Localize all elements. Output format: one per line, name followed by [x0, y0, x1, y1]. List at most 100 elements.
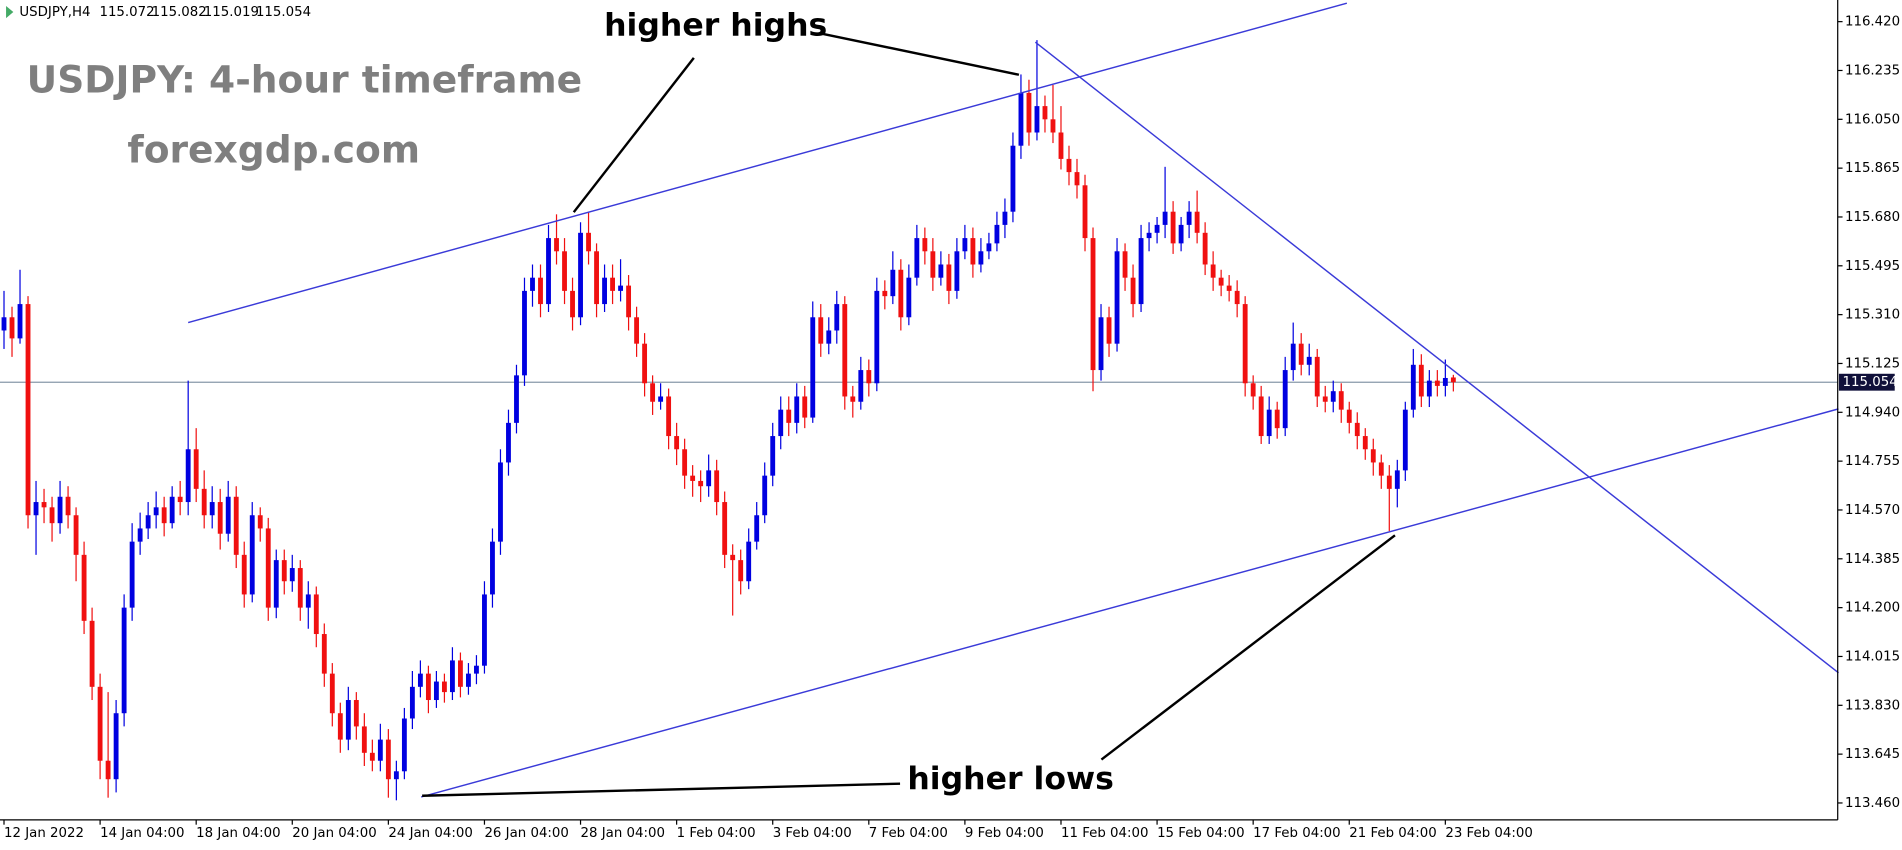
candle-body — [265, 528, 271, 608]
candle-body — [786, 409, 792, 423]
candle-body — [730, 554, 736, 561]
y-tick-label: 113.460 — [1845, 796, 1900, 811]
candle-body — [153, 507, 159, 516]
candle-body — [794, 396, 800, 423]
candle-body — [818, 317, 824, 344]
candle-body — [850, 396, 856, 402]
candle-body — [826, 330, 832, 344]
candle-body — [650, 383, 656, 402]
candle-body — [1258, 396, 1264, 437]
candle-body — [97, 686, 103, 761]
candle-body — [1442, 377, 1448, 386]
candle-body — [802, 396, 808, 418]
candle-body — [329, 673, 335, 714]
candle-body — [225, 496, 231, 534]
candle-body — [602, 277, 607, 305]
candle-body — [978, 251, 984, 265]
candle-body — [41, 502, 47, 508]
candle-body — [642, 343, 648, 384]
candle-body — [137, 528, 143, 542]
candle-body — [1362, 436, 1368, 450]
candle-body — [490, 541, 495, 595]
candle-body — [930, 251, 936, 278]
candle-body — [177, 496, 183, 503]
candle-body — [1090, 238, 1096, 371]
candle-body — [1162, 211, 1168, 225]
candle-body — [1226, 285, 1232, 291]
candle-body — [1426, 380, 1432, 397]
candle-body — [962, 238, 968, 252]
candle-body — [458, 660, 463, 687]
candle-body — [281, 560, 287, 582]
candle-body — [105, 760, 111, 780]
candle-body — [33, 502, 39, 516]
x-tick-label: 7 Feb 04:00 — [869, 826, 948, 841]
candle-body — [762, 475, 768, 516]
y-tick-label: 115.310 — [1845, 308, 1900, 323]
candle-body — [1194, 211, 1200, 233]
candle-body — [1002, 211, 1008, 225]
x-tick-label: 24 Jan 04:00 — [388, 826, 472, 841]
annotation: higher lows — [907, 761, 1114, 797]
candle-body — [297, 568, 303, 608]
candle-body — [1026, 92, 1032, 133]
candle-body — [1314, 356, 1320, 397]
candle-body — [1122, 251, 1128, 278]
candle-body — [1, 317, 7, 331]
price-label-box — [1838, 373, 1895, 391]
candle-body — [706, 470, 712, 487]
candle-body — [866, 370, 872, 384]
x-tick-label: 26 Jan 04:00 — [484, 826, 568, 841]
y-tick-label: 115.125 — [1845, 356, 1900, 371]
candle-body — [1186, 211, 1192, 225]
y-tick-label: 115.495 — [1845, 259, 1900, 274]
candle-body — [1402, 409, 1408, 471]
candle-body — [129, 541, 135, 608]
candle-body — [658, 396, 664, 402]
candle-body — [1418, 364, 1424, 397]
y-tick-label: 113.830 — [1845, 698, 1900, 713]
candle-body — [546, 238, 551, 305]
candle-body — [562, 251, 567, 291]
candle-body — [441, 681, 447, 693]
candle-body — [433, 681, 439, 701]
candle-body — [1450, 377, 1456, 383]
candle-body — [1394, 470, 1400, 489]
y-tick-label: 116.420 — [1845, 15, 1900, 30]
candle-body — [289, 568, 295, 582]
candle-body — [1354, 422, 1360, 437]
candle-body — [425, 673, 431, 701]
candle-body — [618, 285, 624, 291]
candle-body — [1018, 92, 1024, 146]
candle-body — [834, 304, 840, 331]
candle-body — [754, 515, 760, 542]
candle-body — [1138, 238, 1144, 305]
candle-body — [714, 470, 720, 503]
symbol-icon — [6, 6, 14, 19]
candle-body — [586, 232, 591, 252]
candle-body — [249, 515, 255, 595]
candle-body — [417, 673, 423, 687]
candle-body — [1386, 475, 1392, 489]
candle-body — [626, 285, 632, 318]
pointer-line — [572, 57, 695, 213]
candle-body — [273, 560, 279, 608]
plot-area — [0, 2, 1839, 801]
candle-body — [610, 277, 615, 291]
x-tick-label: 12 Jan 2022 — [4, 826, 84, 841]
candle-body — [498, 462, 503, 542]
x-tick-label: 3 Feb 04:00 — [773, 826, 852, 841]
candle-body — [385, 739, 391, 780]
candle-body — [482, 594, 487, 666]
candle-body — [1106, 317, 1112, 344]
candle-body — [1082, 185, 1088, 239]
y-tick-label: 116.050 — [1845, 112, 1900, 127]
candle-body — [1170, 211, 1176, 244]
candle-body — [73, 515, 79, 555]
candle-body — [530, 277, 535, 291]
pointers — [422, 32, 1396, 797]
candle-body — [666, 396, 672, 437]
trendline — [1034, 41, 1839, 674]
candle-body — [121, 607, 127, 714]
